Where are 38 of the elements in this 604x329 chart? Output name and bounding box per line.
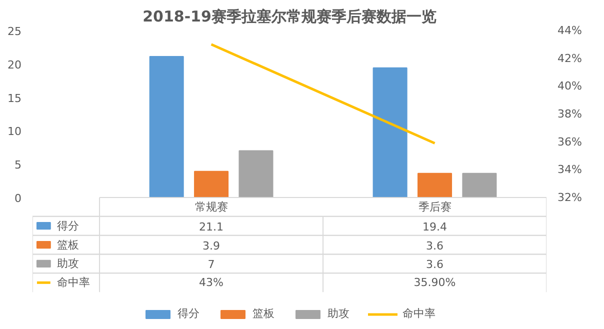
data-label: 3.6	[426, 258, 444, 272]
data-label: 21.1	[199, 220, 224, 234]
y2-tick-label: 40%	[558, 80, 582, 93]
legend-label: 助攻	[328, 306, 350, 321]
text: 篮板	[57, 238, 80, 252]
bar	[149, 56, 184, 198]
y-tick-label: 10	[8, 125, 22, 138]
bar	[418, 172, 452, 198]
data-label: 7	[208, 258, 215, 272]
x-tick-label: 季后赛	[418, 200, 452, 214]
y-tick-label: 5	[14, 158, 22, 172]
legend-label: 篮板	[252, 306, 274, 321]
bar	[372, 67, 408, 198]
bar	[462, 172, 497, 198]
y2-tick-label: 32%	[558, 190, 582, 204]
data-label: 35.90%	[414, 276, 456, 290]
y-tick-label: 15	[8, 92, 22, 105]
text: 得分	[178, 307, 200, 320]
legend-label: 命中率	[402, 306, 436, 321]
chart-title: 2018-19赛季拉塞尔常规赛季后赛数据一览	[142, 8, 436, 26]
data-label: 19.4	[422, 220, 448, 234]
text: 命中率	[57, 276, 90, 290]
y-tick-label: 0	[14, 192, 22, 205]
y-tick-label: 20	[8, 58, 22, 72]
text: 助攻	[57, 257, 80, 270]
data-label: 3.9	[202, 239, 220, 252]
data-label: 43%	[199, 276, 224, 290]
x-tick-label: 常规赛	[194, 200, 228, 214]
y2-tick-label: 34%	[558, 163, 582, 176]
y-tick-label: 25	[8, 25, 22, 38]
data-label: 3.6	[426, 239, 444, 252]
bar	[238, 150, 274, 198]
y2-tick-label: 44%	[558, 24, 582, 37]
bar	[194, 170, 229, 198]
y2-tick-label: 36%	[558, 135, 582, 148]
legend-label: 得分	[57, 219, 80, 232]
y2-tick-label: 42%	[558, 52, 582, 65]
y2-tick-label: 38%	[558, 107, 582, 120]
